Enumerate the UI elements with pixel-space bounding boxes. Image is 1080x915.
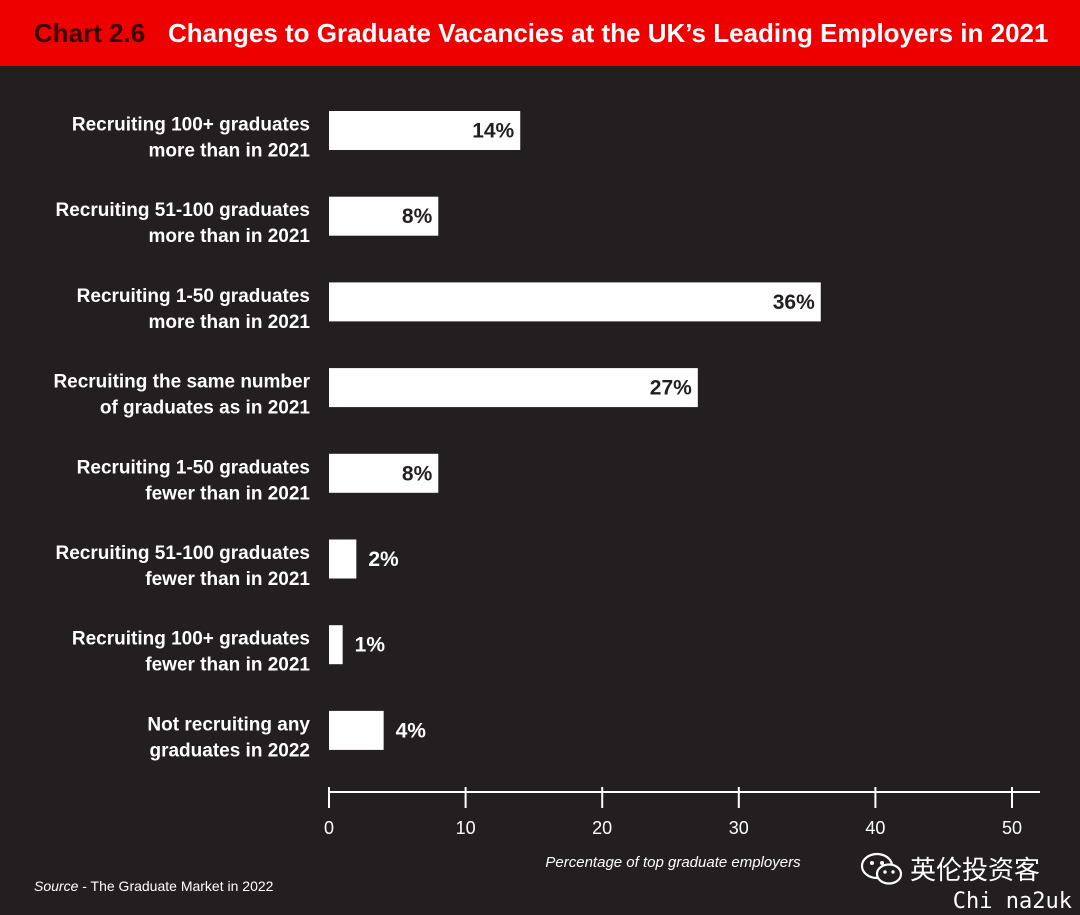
category-label-7: Not recruiting any graduates in 2022 <box>147 714 310 761</box>
watermark-account-name: 英伦投资客 <box>910 855 1041 885</box>
bar-1 <box>329 196 439 236</box>
bar-4 <box>329 453 439 493</box>
bar-2 <box>329 282 821 322</box>
value-label-0: 14% <box>472 120 514 143</box>
bar-5 <box>329 539 357 579</box>
source-prefix: Source <box>34 878 79 894</box>
x-tick-label-3: 30 <box>729 818 749 838</box>
bar-6 <box>329 625 343 665</box>
chart-title: Changes to Graduate Vacancies at the UK’… <box>168 18 1049 48</box>
x-tick-label-1: 10 <box>456 818 476 838</box>
wechat-watermark: 英伦投资客 <box>860 850 1040 887</box>
category-label-4: Recruiting 1-50 graduates fewer than in 2… <box>77 457 311 504</box>
value-label-5: 2% <box>368 548 399 571</box>
value-label-3: 27% <box>650 377 692 400</box>
category-label-6: Recruiting 100+ graduates fewer than in 2… <box>72 629 311 676</box>
x-tick-label-0: 0 <box>324 818 334 838</box>
value-label-1: 8% <box>402 205 433 228</box>
wechat-icon <box>860 852 903 885</box>
category-label-1: Recruiting 51-100 graduates more than in … <box>56 200 311 247</box>
x-tick-label-5: 50 <box>1002 818 1022 838</box>
value-label-7: 4% <box>396 719 427 742</box>
category-label-0: Recruiting 100+ graduates more than in 20… <box>72 115 311 162</box>
bar-0 <box>329 111 521 150</box>
value-label-2: 36% <box>773 291 815 314</box>
source-note: Source - The Graduate Market in 2022 <box>34 878 273 894</box>
chart-banner: Chart 2.6 Changes to Graduate Vacancies … <box>0 0 1080 66</box>
bar-7 <box>329 710 384 750</box>
category-label-3: Recruiting the same number of graduates a… <box>53 372 310 419</box>
x-tick-label-2: 20 <box>592 818 612 838</box>
x-axis-label: Percentage of top graduate employers <box>545 854 801 871</box>
category-label-2: Recruiting 1-50 graduates more than in 20… <box>77 286 311 333</box>
site-watermark: Chi na2uk <box>952 889 1072 914</box>
x-tick-label-4: 40 <box>865 818 885 838</box>
value-label-6: 1% <box>355 634 386 657</box>
category-label-5: Recruiting 51-100 graduates fewer than in… <box>56 543 311 590</box>
bar-3 <box>329 368 698 408</box>
source-text: - The Graduate Market in 2022 <box>78 878 274 894</box>
bar-chart: Recruiting 100+ graduates more than in 20… <box>53 111 1040 871</box>
value-label-4: 8% <box>402 462 433 485</box>
chart-number: Chart 2.6 <box>34 18 146 48</box>
